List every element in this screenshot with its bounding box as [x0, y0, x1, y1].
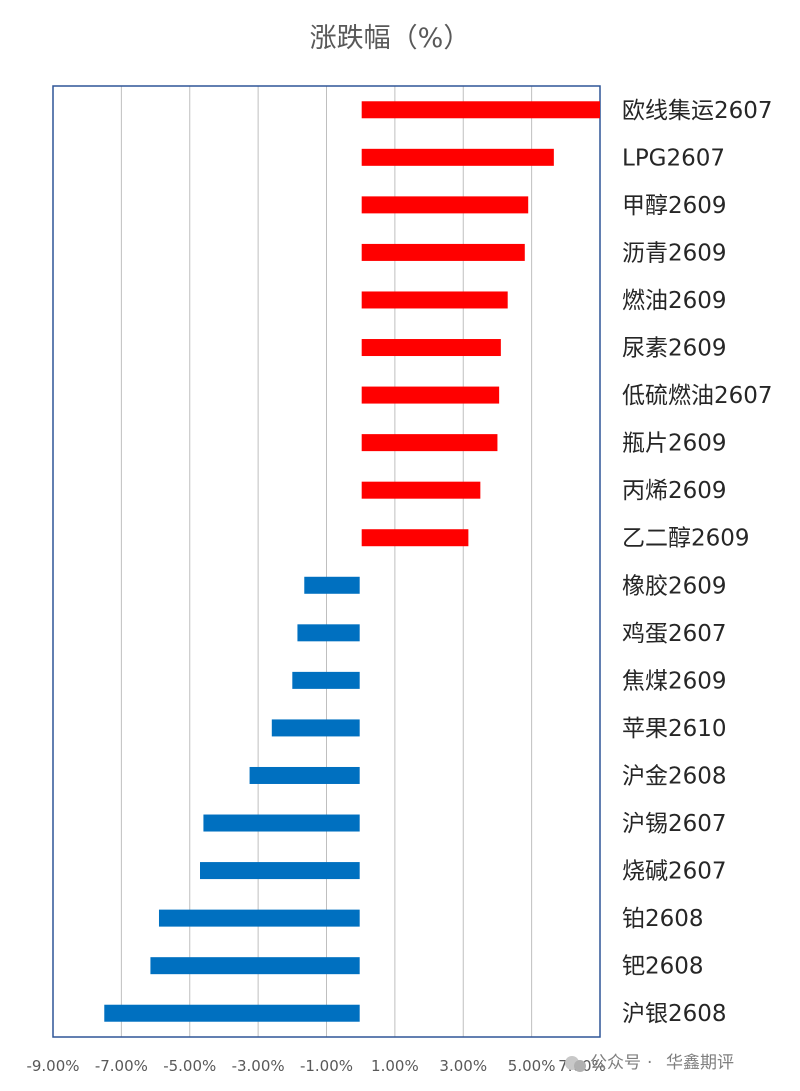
bar	[249, 766, 360, 784]
bar	[361, 291, 508, 309]
watermark: 公众号 · 华鑫期评	[565, 1053, 734, 1073]
category-label: 尿素2609	[622, 336, 727, 362]
category-label: 橡胶2609	[622, 573, 727, 599]
bars	[104, 101, 600, 1022]
category-label: 烧碱2607	[622, 859, 727, 885]
x-tick-label: -9.00%	[26, 1057, 79, 1075]
category-label: 低硫燃油2607	[622, 383, 773, 409]
bar	[361, 196, 529, 214]
bar	[361, 481, 481, 499]
category-label: 燃油2609	[622, 288, 727, 314]
x-tick-label: -1.00%	[300, 1057, 353, 1075]
category-label: 丙烯2609	[622, 478, 727, 504]
bar	[292, 671, 360, 689]
x-tick-label: 3.00%	[439, 1057, 487, 1075]
category-label: 沪银2608	[622, 1001, 727, 1027]
watermark-account: 公众号	[590, 1053, 641, 1073]
bar	[158, 909, 360, 927]
bar	[361, 339, 501, 357]
category-label: 沪锡2607	[622, 811, 727, 837]
bar	[361, 434, 498, 452]
bar	[203, 814, 360, 832]
bar	[361, 243, 525, 261]
bar	[361, 529, 469, 547]
wechat-icon	[565, 1056, 586, 1072]
category-labels: 欧线集运2607 LPG2607 甲醇2609 沥青2609 燃油2609 尿素2609 低…	[622, 98, 773, 1027]
category-label: 沪金2608	[622, 763, 727, 789]
watermark-name: 华鑫期评	[666, 1053, 734, 1073]
watermark-dot: ·	[647, 1053, 652, 1073]
gridlines	[120, 86, 533, 1037]
category-label: 钯2608	[622, 954, 704, 980]
bar	[200, 862, 360, 880]
plot-frame	[52, 85, 601, 1038]
category-label: 甲醇2609	[622, 193, 727, 219]
x-tick-label: 1.00%	[371, 1057, 419, 1075]
bar	[271, 719, 360, 737]
category-label: 苹果2610	[622, 716, 727, 742]
x-tick-label: -5.00%	[163, 1057, 216, 1075]
category-label: LPG2607	[622, 145, 725, 171]
category-label: 铂2608	[622, 906, 704, 932]
bar	[297, 624, 360, 642]
category-label: 乙二醇2609	[622, 526, 750, 552]
bar	[361, 386, 500, 404]
bar	[304, 576, 360, 594]
chart-title: 涨跌幅（%）	[310, 23, 471, 54]
category-label: 沥青2609	[622, 240, 727, 266]
category-label: 瓶片2609	[622, 431, 727, 457]
x-tick-label: -7.00%	[95, 1057, 148, 1075]
bar	[150, 957, 360, 975]
category-label: 焦煤2609	[622, 668, 727, 694]
category-label: 鸡蛋2607	[622, 621, 727, 647]
x-tick-label: -3.00%	[232, 1057, 285, 1075]
x-tick-labels: -9.00% -7.00% -5.00% -3.00% -1.00% 1.00% 3.00%…	[26, 1057, 605, 1075]
bar	[361, 101, 600, 119]
bar	[361, 148, 554, 166]
x-tick-label: 5.00%	[508, 1057, 556, 1075]
bar	[104, 1004, 360, 1022]
category-label: 欧线集运2607	[622, 98, 773, 124]
